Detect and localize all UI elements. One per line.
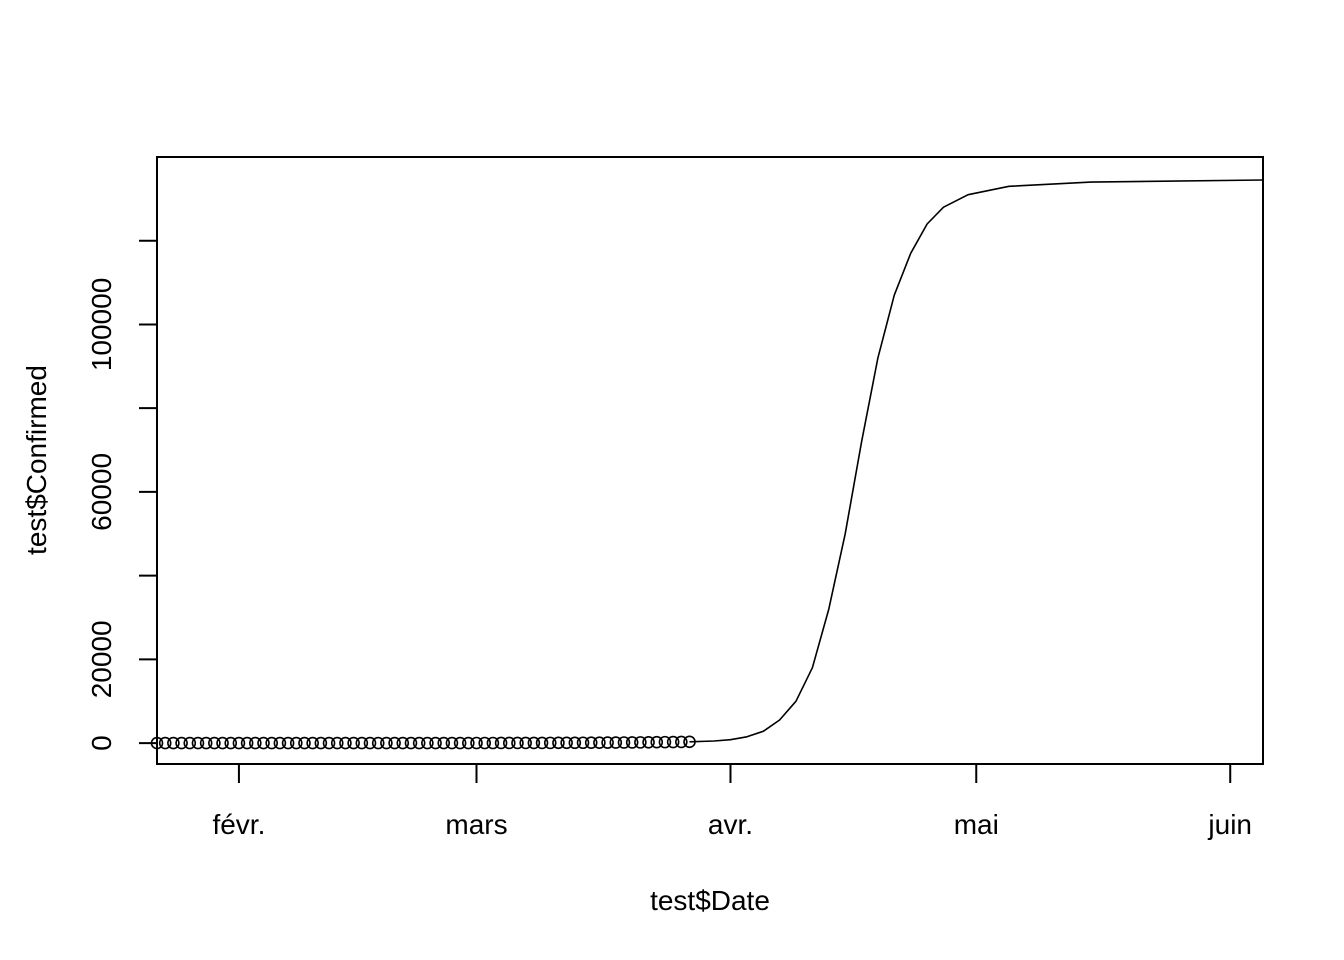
data-point [216, 736, 229, 750]
y-axis: 0 20000 60000 100000 [86, 239, 157, 751]
data-point [371, 736, 385, 750]
y-axis-title: test$Confirmed [21, 365, 52, 555]
data-point [363, 736, 377, 750]
x-axis: févr. mars avr. mai juin [212, 764, 1252, 840]
data-point [404, 736, 418, 750]
data-point [347, 736, 360, 750]
data-point [167, 736, 180, 750]
data-point [470, 736, 483, 750]
data-point [462, 736, 475, 750]
data-point [249, 736, 262, 750]
data-point [396, 736, 410, 750]
data-point [519, 736, 532, 750]
data-point [445, 736, 459, 750]
data-point [281, 736, 295, 750]
y-tick-label: 20000 [86, 620, 117, 698]
data-point [421, 736, 434, 750]
data-point [617, 736, 631, 749]
data-point [642, 735, 655, 749]
data-point [199, 736, 213, 750]
data-point [552, 736, 565, 750]
x-tick-label: avr. [708, 809, 753, 840]
data-point [576, 736, 590, 750]
y-tick-label: 60000 [86, 453, 117, 531]
data-point [535, 736, 549, 750]
data-point [650, 735, 664, 749]
data-point [175, 736, 188, 750]
y-tick-label: 0 [86, 735, 117, 751]
data-point [502, 736, 516, 750]
data-point [208, 736, 221, 750]
data-point [453, 736, 467, 750]
data-point [191, 736, 205, 750]
data-point [265, 736, 278, 750]
x-tick-label: févr. [212, 809, 265, 840]
x-tick-label: mars [445, 809, 507, 840]
data-point [240, 736, 254, 750]
data-point [658, 735, 672, 749]
data-point [437, 736, 451, 750]
data-point [322, 736, 336, 750]
data-points [150, 735, 696, 750]
data-point [584, 736, 598, 749]
x-tick-label: mai [954, 809, 999, 840]
data-point [232, 736, 246, 750]
data-point [355, 736, 369, 750]
data-point [183, 736, 197, 750]
data-point [527, 736, 541, 750]
data-point [486, 736, 500, 750]
data-point [593, 736, 606, 749]
data-point [150, 736, 164, 750]
x-axis-title: test$Date [650, 885, 770, 916]
data-point [314, 736, 328, 750]
data-point [412, 736, 426, 750]
series-line [689, 179, 1264, 743]
data-point [634, 736, 647, 749]
data-point [388, 736, 401, 750]
data-line [689, 179, 1264, 743]
data-point [158, 736, 172, 750]
data-point [601, 736, 614, 749]
data-point [380, 736, 393, 750]
data-point [609, 736, 623, 749]
data-point [625, 736, 639, 749]
data-point [494, 736, 508, 750]
data-point [511, 736, 524, 750]
data-point [666, 735, 680, 749]
plot-frame [156, 156, 1264, 765]
data-point [257, 736, 270, 750]
x-tick-label: juin [1207, 809, 1252, 840]
data-point [339, 736, 352, 750]
data-point [224, 736, 238, 750]
y-tick-label: 100000 [86, 278, 117, 371]
data-point [273, 736, 287, 750]
data-point [298, 736, 311, 750]
data-point [306, 736, 319, 750]
data-point [289, 736, 303, 750]
data-point [478, 736, 492, 750]
data-point [543, 736, 557, 750]
data-point [560, 736, 573, 750]
data-point [429, 736, 442, 750]
data-point [330, 736, 344, 750]
data-point [568, 736, 582, 750]
data-point [675, 735, 688, 749]
